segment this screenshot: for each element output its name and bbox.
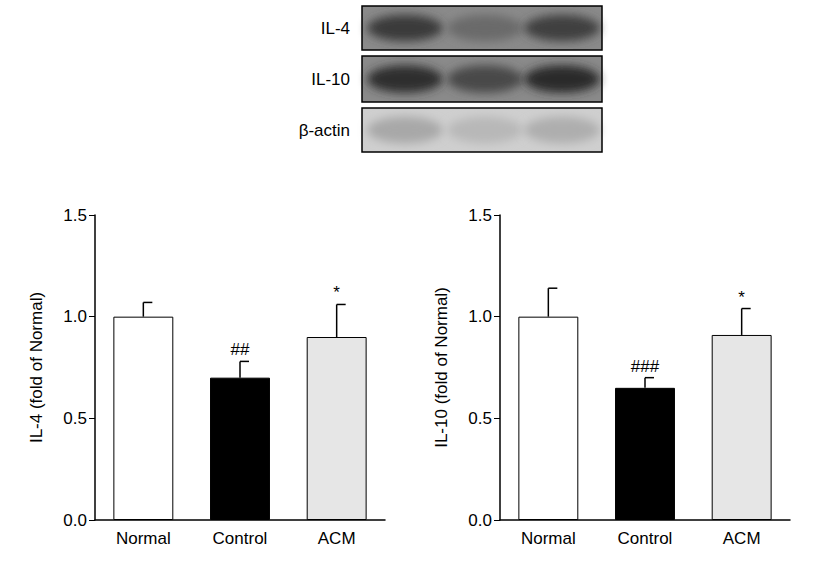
svg-text:1.0: 1.0 bbox=[63, 307, 87, 326]
svg-text:##: ## bbox=[231, 340, 250, 359]
svg-text:Control: Control bbox=[213, 529, 268, 548]
svg-text:IL-10 (fold of Normal): IL-10 (fold of Normal) bbox=[432, 287, 451, 448]
svg-text:1.0: 1.0 bbox=[468, 307, 492, 326]
svg-text:###: ### bbox=[631, 357, 660, 376]
svg-text:IL-4: IL-4 bbox=[321, 19, 350, 38]
svg-text:*: * bbox=[738, 288, 745, 307]
svg-text:0.0: 0.0 bbox=[468, 511, 492, 530]
svg-text:1.5: 1.5 bbox=[63, 206, 87, 225]
svg-text:ACM: ACM bbox=[723, 529, 761, 548]
svg-text:β-actin: β-actin bbox=[299, 121, 350, 140]
svg-text:0.5: 0.5 bbox=[63, 409, 87, 428]
svg-text:IL-4 (fold of Normal): IL-4 (fold of Normal) bbox=[27, 292, 46, 443]
svg-text:IL-10: IL-10 bbox=[311, 70, 350, 89]
svg-text:Control: Control bbox=[618, 529, 673, 548]
svg-text:Normal: Normal bbox=[521, 529, 576, 548]
svg-text:Normal: Normal bbox=[116, 529, 171, 548]
svg-text:ACM: ACM bbox=[318, 529, 356, 548]
svg-text:1.5: 1.5 bbox=[468, 206, 492, 225]
svg-text:*: * bbox=[333, 283, 340, 302]
svg-text:0.5: 0.5 bbox=[468, 409, 492, 428]
svg-text:0.0: 0.0 bbox=[63, 511, 87, 530]
